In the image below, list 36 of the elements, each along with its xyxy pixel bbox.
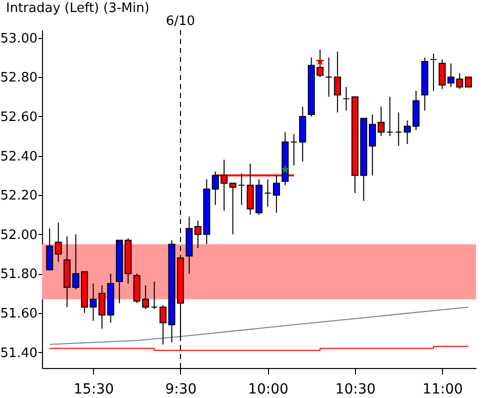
candlestick xyxy=(264,178,272,208)
y-tick-label: 51.80 xyxy=(0,267,38,282)
candlestick xyxy=(386,96,394,137)
y-tick-label: 52.40 xyxy=(0,149,38,164)
candlestick xyxy=(160,304,167,345)
x-tick-label: 15:30 xyxy=(74,382,114,398)
candlestick xyxy=(46,228,54,270)
x-tick-label: 11:00 xyxy=(422,382,463,398)
candlestick xyxy=(54,222,62,262)
candlestick xyxy=(342,86,350,112)
y-tick-label: 51.60 xyxy=(0,306,38,322)
candlestick xyxy=(325,57,332,98)
chart-title: Intraday (Left) (3-Min) xyxy=(6,1,150,16)
candlestick xyxy=(430,53,437,92)
candlestick xyxy=(464,76,472,88)
candlestick xyxy=(238,172,246,206)
y-tick-label: 52.60 xyxy=(0,110,38,125)
ref-line-label: 6/10 xyxy=(166,14,196,29)
y-tick-label: 51.40 xyxy=(0,346,38,361)
point xyxy=(280,164,290,174)
y-tick-label: 53.00 xyxy=(0,31,38,46)
y-tick-label: 52.20 xyxy=(0,188,38,204)
line-series xyxy=(49,306,469,345)
candlestick xyxy=(272,174,280,214)
x-tick-label: 10:00 xyxy=(248,382,288,398)
x-tick-label: 9:30 xyxy=(165,382,197,398)
candlestick xyxy=(150,281,158,310)
candlestick xyxy=(290,134,298,166)
candlestick xyxy=(438,58,446,90)
candlestick xyxy=(395,112,402,146)
y-tick-label: 52.00 xyxy=(0,228,38,243)
point xyxy=(316,56,325,66)
point xyxy=(333,74,342,83)
x-tick-label: 10:30 xyxy=(335,382,376,398)
candlestick xyxy=(229,182,236,235)
y-tick-label: 52.80 xyxy=(0,70,38,86)
